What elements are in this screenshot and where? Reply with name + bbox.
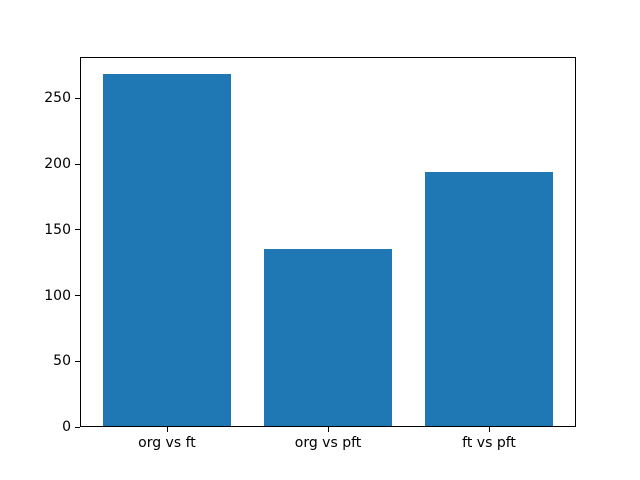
x-tick-mark — [489, 427, 491, 432]
y-tick-mark — [75, 360, 80, 362]
y-tick-label: 250 — [44, 90, 71, 107]
y-tick-label: 200 — [44, 156, 71, 173]
bar-org-vs-pft — [263, 248, 393, 426]
x-tick-label: org vs ft — [138, 435, 196, 451]
x-tick-label: ft vs pft — [462, 435, 516, 451]
bar-ft-vs-pft — [424, 172, 554, 426]
y-tick-mark — [75, 229, 80, 231]
y-tick-label: 100 — [44, 287, 71, 304]
plot-area — [80, 57, 576, 427]
y-tick-label: 50 — [53, 353, 71, 370]
y-tick-label: 150 — [44, 221, 71, 238]
x-tick-label: org vs pft — [294, 435, 362, 451]
x-tick-mark — [166, 427, 168, 432]
y-tick-mark — [75, 163, 80, 165]
x-tick-mark — [328, 427, 329, 432]
y-tick-label: 0 — [62, 419, 71, 435]
y-tick-mark — [75, 426, 80, 428]
y-tick-mark — [75, 295, 80, 296]
y-tick-mark — [75, 97, 80, 99]
bar-org-vs-ft — [102, 73, 232, 426]
